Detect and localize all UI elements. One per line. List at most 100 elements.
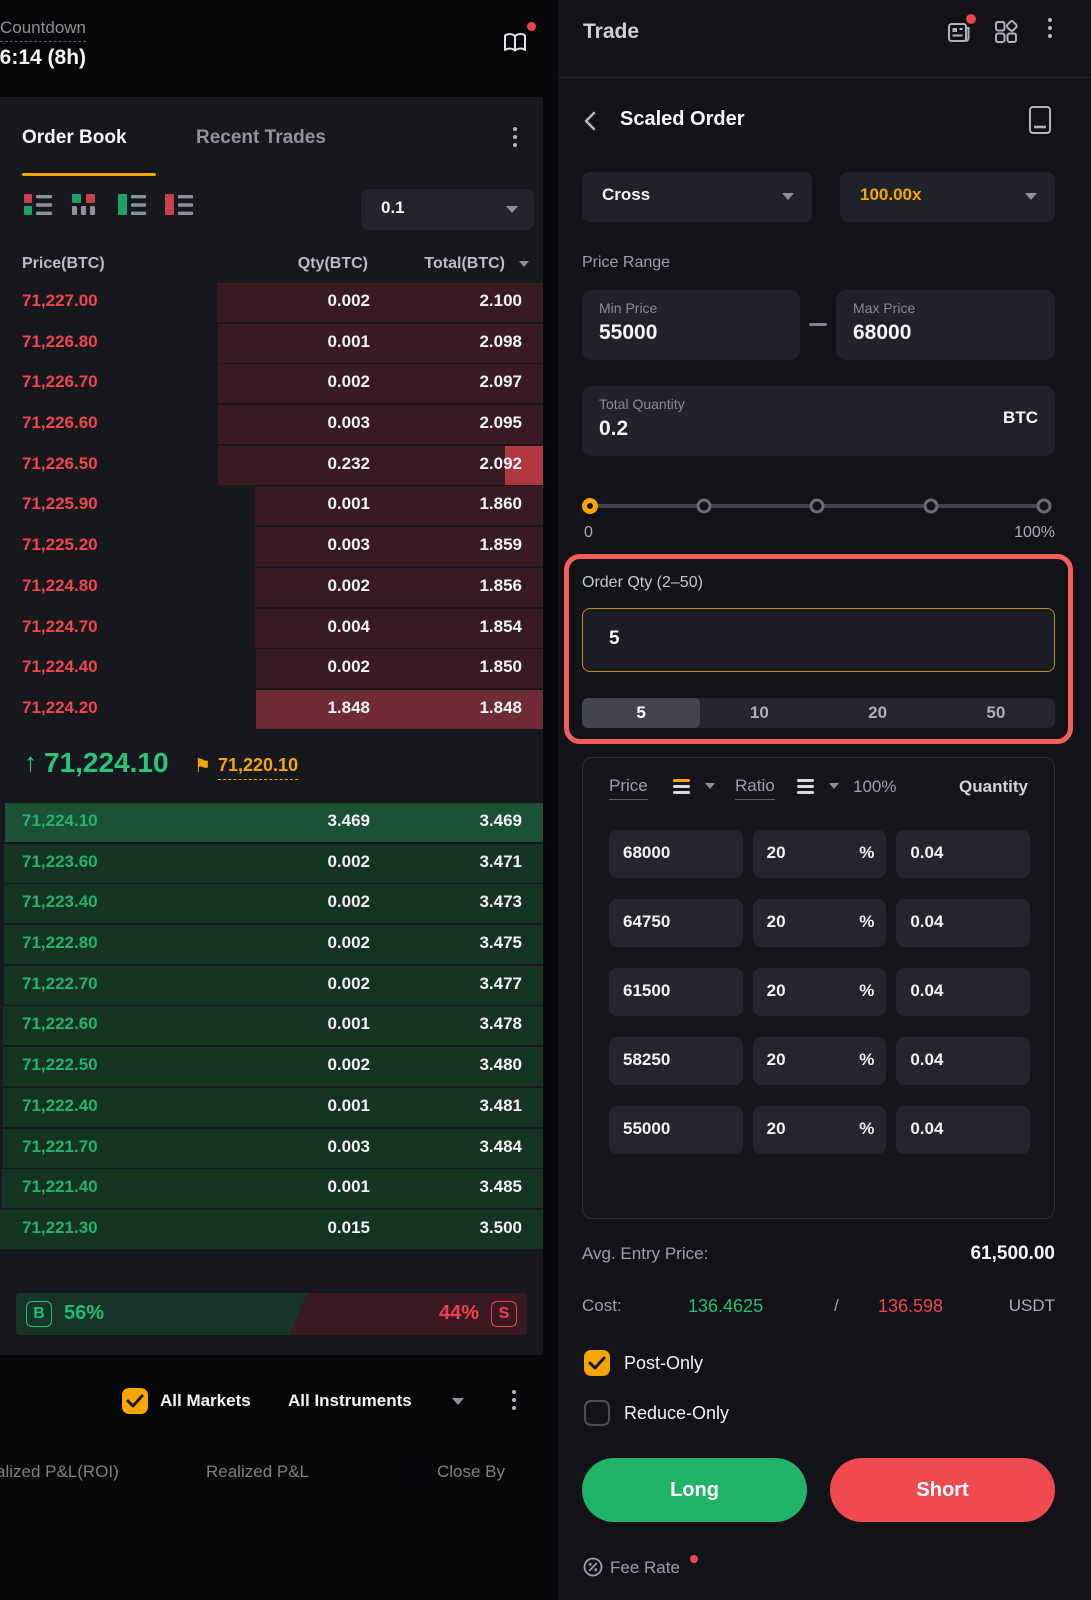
slider-tick-50[interactable] (809, 498, 825, 514)
tab-unrealized-pl[interactable]: alized P&L(ROI) (0, 1462, 119, 1481)
positions-menu-icon[interactable] (508, 1386, 520, 1414)
qty-preset-5[interactable]: 5 (582, 698, 701, 728)
ask-price: 71,227.00 (22, 291, 98, 310)
scale-ratio-input[interactable]: 20% (752, 968, 887, 1016)
ask-row[interactable]: 71,224.20 1.848 1.848 (0, 689, 543, 729)
view-depth-icon[interactable] (71, 193, 99, 217)
tab-order-book[interactable]: Order Book (22, 127, 127, 148)
leverage-select[interactable]: 100.00x (840, 172, 1055, 222)
chevron-down-icon[interactable] (452, 1398, 464, 1405)
avg-entry-row: Avg. Entry Price: 61,500.00 (582, 1243, 1055, 1270)
orders-feed-button[interactable] (945, 14, 976, 46)
col-total[interactable]: Total(BTC) (424, 255, 505, 272)
bid-row[interactable]: 71,222.60 0.001 3.478 (0, 1006, 543, 1046)
trade-menu-icon[interactable] (1044, 14, 1056, 42)
order-qty-input[interactable]: 5 (582, 608, 1055, 672)
bid-row[interactable]: 71,223.60 0.002 3.471 (0, 843, 543, 883)
scale-ratio-input[interactable]: 20% (752, 1106, 887, 1154)
bid-qty: 0.001 (327, 1177, 370, 1197)
ask-row[interactable]: 71,225.90 0.001 1.860 (0, 486, 543, 526)
bid-row[interactable]: 71,223.40 0.002 3.473 (0, 884, 543, 924)
long-button[interactable]: Long (582, 1458, 807, 1522)
scale-price-input[interactable]: 68000 (609, 830, 743, 878)
chevron-down-icon[interactable] (705, 783, 715, 789)
tab-close-by[interactable]: Close By (437, 1462, 506, 1481)
reduce-only-label[interactable]: Reduce-Only (624, 1403, 730, 1423)
scale-qty-input[interactable]: 0.04 (896, 1037, 1030, 1085)
ask-row[interactable]: 71,226.70 0.002 2.097 (0, 364, 543, 404)
scale-ratio-input[interactable]: 20% (752, 1037, 887, 1085)
bid-qty: 3.469 (327, 811, 370, 830)
ask-row[interactable]: 71,227.00 0.002 2.100 (0, 283, 543, 322)
ask-row[interactable]: 71,224.40 0.002 1.850 (0, 649, 543, 689)
view-bids-only-icon[interactable] (118, 193, 146, 217)
bid-row[interactable]: 71,224.10 3.469 3.469 (0, 803, 543, 842)
mark-price[interactable]: 71,220.10 (218, 755, 299, 780)
scale-price-input[interactable]: 55000 (609, 1106, 743, 1154)
widgets-button[interactable] (993, 19, 1019, 45)
column-divider (413, 1450, 418, 1502)
scale-price-input[interactable]: 61500 (609, 968, 743, 1016)
scale-qty-input[interactable]: 0.04 (896, 899, 1030, 947)
qty-preset-50[interactable]: 50 (937, 698, 1055, 728)
scale-price-input[interactable]: 58250 (609, 1037, 743, 1085)
bid-row[interactable]: 71,222.70 0.002 3.477 (0, 965, 543, 1005)
ask-row[interactable]: 71,224.70 0.004 1.854 (0, 608, 543, 648)
slider-handle[interactable] (582, 498, 598, 514)
bid-row[interactable]: 71,222.80 0.002 3.475 (0, 925, 543, 965)
bid-row[interactable]: 71,222.40 0.001 3.481 (0, 1087, 543, 1127)
bid-row[interactable]: 71,221.40 0.001 3.485 (0, 1169, 543, 1209)
qty-preset-10[interactable]: 10 (700, 698, 818, 728)
chevron-down-icon[interactable] (829, 783, 839, 789)
ask-row[interactable]: 71,226.80 0.001 2.098 (0, 323, 543, 363)
slider-tick-75[interactable] (923, 498, 938, 514)
bid-total: 3.481 (479, 1095, 522, 1115)
bid-qty: 0.001 (327, 1014, 370, 1034)
qty-preset-20[interactable]: 20 (819, 698, 937, 728)
slider-tick-25[interactable] (696, 498, 711, 514)
scale-price-input[interactable]: 64750 (609, 899, 743, 947)
view-asks-only-icon[interactable] (165, 193, 193, 217)
ask-row[interactable]: 71,224.80 0.002 1.856 (0, 567, 543, 607)
all-instruments-label[interactable]: All Instruments (288, 1391, 412, 1410)
scale-ratio-input[interactable]: 20% (752, 830, 887, 878)
ask-row[interactable]: 71,225.20 0.003 1.859 (0, 527, 543, 567)
bid-row[interactable]: 71,221.30 0.015 3.500 (0, 1209, 543, 1249)
all-markets-checkbox[interactable] (122, 1388, 148, 1414)
orderbook-menu-icon[interactable] (509, 123, 521, 151)
order-notes-button[interactable] (1026, 104, 1054, 136)
ask-row[interactable]: 71,226.60 0.003 2.095 (0, 405, 543, 445)
view-both-sides-icon[interactable] (24, 193, 52, 217)
scale-ratio-input[interactable]: 20% (752, 899, 887, 947)
min-price-input[interactable]: Min Price 55000 (582, 290, 800, 360)
scale-qty-input[interactable]: 0.04 (896, 1106, 1030, 1154)
all-markets-label[interactable]: All Markets (160, 1391, 251, 1410)
bid-row[interactable]: 71,222.50 0.002 3.480 (0, 1047, 543, 1087)
max-price-input[interactable]: Max Price 68000 (836, 290, 1055, 360)
ask-total: 1.848 (479, 697, 522, 717)
price-distribution-icon[interactable] (673, 779, 690, 794)
post-only-label[interactable]: Post-Only (624, 1353, 704, 1373)
back-button[interactable] (578, 108, 604, 134)
tab-realized-pl[interactable]: Realized P&L (206, 1462, 310, 1481)
reduce-only-option: Reduce-Only (584, 1400, 984, 1428)
total-quantity-input[interactable]: Total Quantity 0.2 BTC (582, 386, 1055, 456)
reduce-only-checkbox[interactable] (584, 1400, 610, 1426)
fee-rate-row[interactable]: Fee Rate (582, 1555, 698, 1584)
short-button[interactable]: Short (830, 1458, 1055, 1522)
margin-mode-select[interactable]: Cross (582, 172, 812, 222)
slider-tick-100[interactable] (1036, 498, 1052, 514)
ratio-header[interactable]: Ratio (735, 776, 775, 800)
positions-filter-row: All Markets All Instruments (0, 1388, 543, 1418)
price-header[interactable]: Price (609, 776, 648, 800)
ask-row[interactable]: 71,226.50 0.232 2.092 (0, 445, 543, 485)
bid-row[interactable]: 71,221.70 0.003 3.484 (0, 1128, 543, 1168)
scale-qty-input[interactable]: 0.04 (896, 830, 1030, 878)
last-price[interactable]: 71,224.10 (44, 747, 169, 778)
ratio-distribution-icon[interactable] (797, 779, 814, 794)
tab-recent-trades[interactable]: Recent Trades (196, 127, 326, 148)
orderbook-book-button[interactable] (500, 22, 536, 60)
post-only-checkbox[interactable] (584, 1350, 610, 1376)
scale-qty-input[interactable]: 0.04 (896, 968, 1030, 1016)
precision-select[interactable]: 0.1 (361, 189, 534, 230)
